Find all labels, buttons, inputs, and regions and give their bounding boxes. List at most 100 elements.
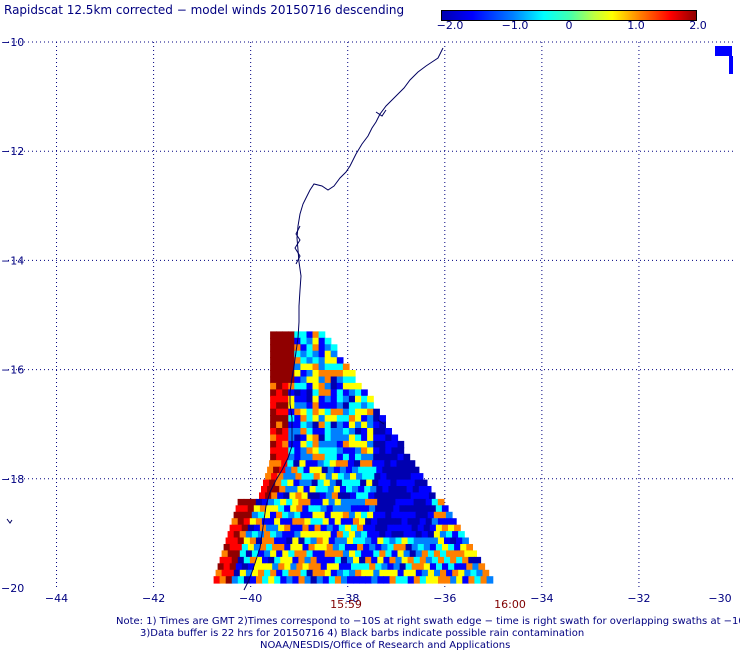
wind-cell [255,498,263,507]
wind-cell [282,382,289,391]
wind-cell [402,460,410,468]
wind-cell [330,434,338,442]
wind-cell [389,576,397,584]
wind-cell [276,434,283,442]
wind-cell [415,569,423,578]
wind-cell [337,473,345,481]
wind-cell [391,434,399,442]
wind-cell [294,434,301,442]
longitude-tick-label: −40 [239,592,262,605]
wind-cell [270,569,277,578]
wind-cell [348,434,356,442]
wind-cell [247,524,255,533]
wind-cell [350,473,357,481]
wind-cell [346,498,354,507]
wind-cell [377,537,384,545]
wind-cell [367,569,374,578]
wind-cell [245,550,253,558]
wind-cell [356,492,363,500]
wind-cell [478,563,486,571]
wind-cell [288,550,295,558]
wind-cell [300,389,308,397]
wind-cell [431,537,439,545]
wind-cell [437,537,445,545]
wind-cell [367,531,374,539]
wind-cell [268,518,275,526]
wind-cell [331,492,339,500]
wind-cell [305,479,313,487]
wind-cell [355,402,362,410]
wind-cell [311,479,319,487]
wind-cell [243,518,251,526]
wind-cell [275,479,282,487]
wind-cell [260,544,267,552]
wind-cell [330,382,338,391]
wind-cell [239,531,247,539]
wind-cell [300,370,308,378]
wind-cell [383,518,390,526]
wind-cell [390,460,398,468]
wind-cell [432,576,439,584]
wind-cell [348,440,356,449]
wind-cell [344,492,351,500]
wind-cell [324,395,332,404]
wind-cell [243,576,251,584]
wind-cell [377,576,385,584]
wind-cell [294,415,301,423]
wind-cell [367,428,374,436]
wind-cell [355,569,362,578]
colorbar-tick: 2.0 [689,19,707,32]
wind-cell [379,453,386,462]
wind-cell [442,563,449,571]
wind-cell [262,556,269,565]
wind-cell [348,428,356,436]
wind-cell [324,434,332,442]
wind-cell [715,46,732,56]
wind-cell [330,350,338,359]
wind-cell [268,576,275,584]
wind-cell [292,556,300,565]
wind-cell [391,453,399,462]
wind-cell [293,460,300,468]
wind-cell [312,440,320,449]
wind-cell [444,537,451,545]
wind-cell [271,492,278,500]
wind-cell [403,569,411,578]
wind-cell [330,440,338,449]
wind-cell [227,531,235,539]
wind-cell [348,370,356,378]
wind-cell [353,576,360,584]
wind-cell [433,511,441,520]
wind-cell [440,569,447,578]
wind-cell [219,556,227,565]
wind-cell [413,576,421,584]
wind-cell [306,382,314,391]
wind-cell [306,370,314,378]
wind-cell [431,556,439,565]
wind-cell [403,550,411,558]
wind-cell [466,544,473,552]
wind-cell [324,421,332,429]
wind-cell [330,447,338,455]
wind-cell [338,544,346,552]
wind-cell [276,402,283,410]
wind-cell [324,415,332,423]
wind-cell [394,466,402,475]
wind-cell [288,447,295,455]
wind-cell [340,537,348,545]
longitude-tick-label: −42 [142,592,165,605]
wind-cell [367,447,374,455]
wind-cell [361,408,368,417]
wind-cell [445,511,453,520]
wind-cell [377,556,384,565]
wind-cell [350,492,357,500]
wind-cell [415,531,423,539]
wind-cell [324,389,332,397]
wind-cell [358,486,365,494]
wind-cell [290,544,297,552]
wind-cell [282,415,289,423]
wind-cell [239,569,247,578]
wind-cell [348,511,356,520]
wind-cell [341,460,349,468]
wind-cell [294,447,301,455]
